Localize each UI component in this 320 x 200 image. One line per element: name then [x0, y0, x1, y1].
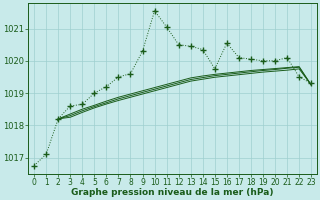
X-axis label: Graphe pression niveau de la mer (hPa): Graphe pression niveau de la mer (hPa) — [71, 188, 274, 197]
